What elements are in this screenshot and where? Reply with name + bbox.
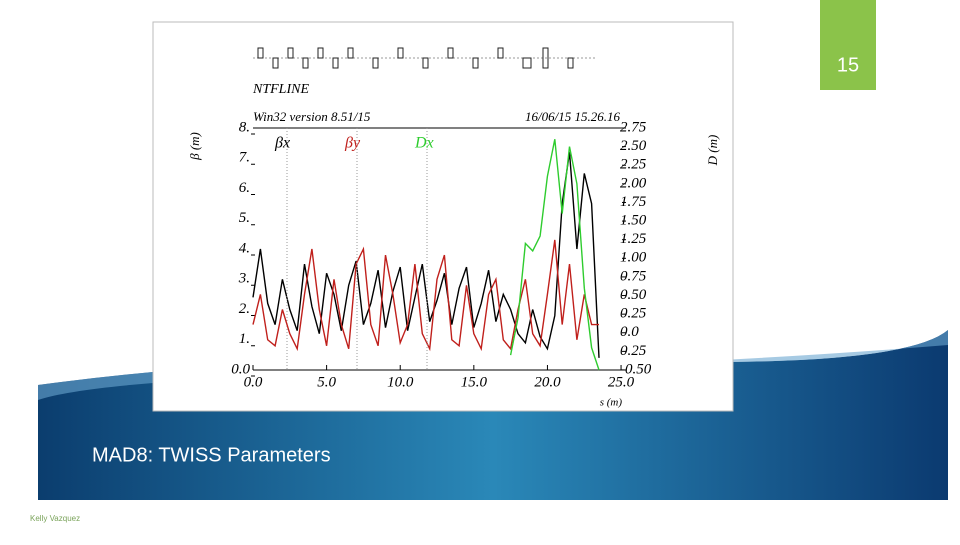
x-axis-label: s (m) — [600, 397, 623, 409]
x-tick-label: 0.0 — [244, 374, 263, 390]
y2-tick-label: 0.50 — [620, 287, 647, 303]
lattice-element — [472, 57, 479, 69]
y2-tick-label: 2.25 — [620, 157, 647, 173]
lattice — [253, 47, 595, 69]
lattice-element — [542, 47, 549, 69]
lattice-element — [447, 47, 454, 59]
y-tick-label: 5. — [239, 210, 250, 226]
x-tick-label: 10.0 — [387, 374, 414, 390]
chart-frame — [152, 21, 734, 412]
x-tick-label: 5.0 — [317, 374, 336, 390]
lattice-element — [302, 57, 309, 69]
y2-tick-label: 2.00 — [620, 175, 647, 191]
y2-tick-label: 1.00 — [620, 250, 647, 266]
y-tick-label: 0.0 — [231, 361, 250, 377]
y-tick-label: 1. — [239, 331, 250, 347]
y2-tick-label: 2.75 — [620, 119, 647, 135]
y2-tick-label: -0.50 — [620, 361, 652, 377]
y2-axis-label: D (m) — [705, 135, 720, 167]
chart-subtitle: Win32 version 8.51/15 — [253, 109, 371, 124]
lattice-element — [397, 47, 404, 59]
y-tick-label: 6. — [239, 180, 250, 196]
y-tick-label: 3. — [238, 271, 250, 287]
number-tab — [820, 0, 876, 90]
lattice-element — [497, 47, 504, 59]
x-tick-label: 15.0 — [461, 374, 488, 390]
caption: MAD8: TWISS Parameters — [92, 444, 331, 466]
series-line — [509, 139, 600, 371]
lattice-element — [422, 57, 429, 69]
y2-tick-label: 0.0 — [620, 324, 639, 340]
lattice-element — [567, 57, 574, 69]
series-line — [252, 239, 599, 352]
timestamp: 16/06/15 15.26.16 — [525, 109, 620, 124]
y2-tick-label: 0.25 — [620, 343, 647, 359]
lattice-element — [272, 57, 279, 69]
legend-label: βy — [344, 135, 361, 152]
y2-tick-label: 0.25 — [620, 306, 647, 322]
x-tick-label: 25.0 — [608, 374, 635, 390]
legend-label: Dx — [414, 135, 434, 152]
legend-label: βx — [274, 135, 290, 152]
y2-tick-label: 1.25 — [620, 231, 647, 247]
y2-tick-label: 2.50 — [620, 138, 647, 154]
lattice-element — [332, 57, 339, 69]
y2-tick-label: 0.75 — [620, 268, 647, 284]
y-tick-label: 4. — [239, 240, 250, 256]
x-tick-label: 20.0 — [534, 374, 561, 390]
slide-number: 15 — [837, 54, 859, 76]
y2-tick-label: 1.50 — [620, 213, 647, 229]
y-axis-label: β (m) — [187, 132, 202, 161]
y2-tick-label: 1.75 — [620, 194, 647, 210]
lattice-element — [522, 57, 532, 69]
lattice-element — [287, 47, 294, 59]
y-tick-label: 2. — [239, 301, 250, 317]
lattice-element — [257, 47, 264, 59]
author: Kelly Vazquez — [30, 514, 80, 523]
lattice-element — [347, 47, 354, 59]
lattice-element — [317, 47, 324, 59]
chart-title: NTFLINE — [252, 82, 309, 97]
lattice-element — [372, 57, 379, 69]
y-tick-label: 8. — [239, 119, 250, 135]
y-tick-label: 7. — [239, 150, 250, 166]
